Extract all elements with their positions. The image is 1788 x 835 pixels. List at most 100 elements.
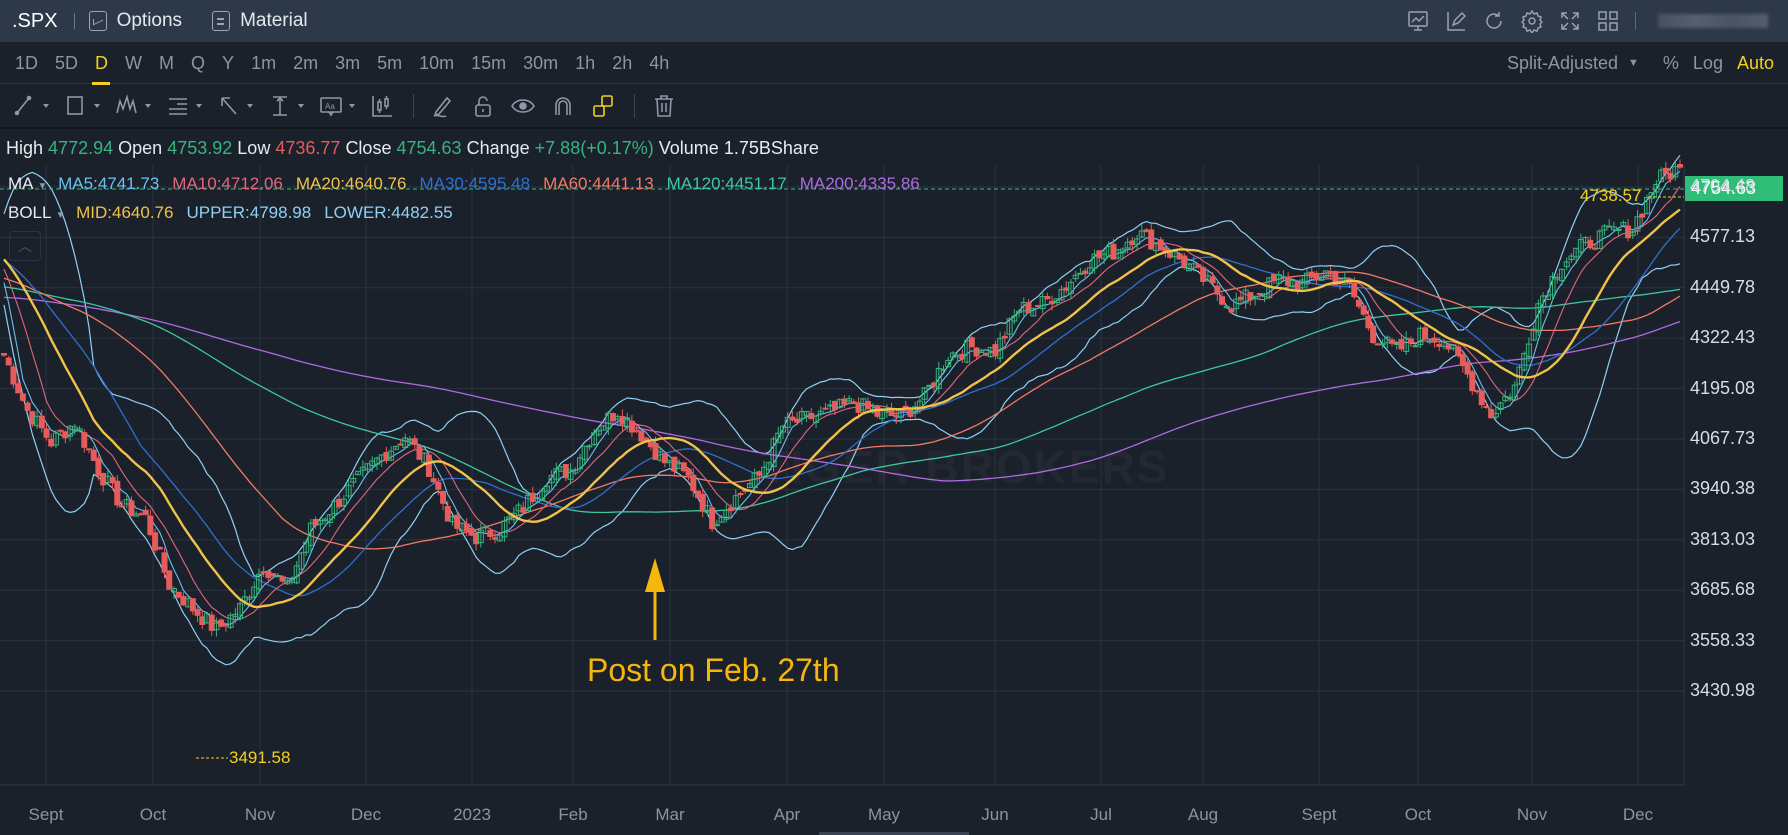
ma-value-6: MA200:4335.86 [799,174,920,193]
y-tick-label: 3685.68 [1690,579,1756,600]
refresh-icon[interactable] [1481,8,1507,34]
x-tick-label: Oct [139,805,167,824]
period-5m[interactable]: 5m [377,52,403,73]
magnet-toggle[interactable] [550,93,576,119]
period-y[interactable]: Y [222,52,235,73]
ma-legend: MA ▼ MA5:4741.73 MA10:4712.06 MA20:4640.76 M… [8,174,933,194]
period-m[interactable]: M [159,52,175,73]
low-value: 4736.77 [275,138,341,158]
pattern-icon [116,94,137,114]
open-value: 4753.92 [167,138,233,158]
boll-value-1: UPPER:4798.98 [186,203,312,222]
eye-icon [511,99,535,113]
ohlc-info: High 4772.94 Open 4753.92 Low 4736.77 Cl… [6,138,819,159]
monitor-chart-icon[interactable] [1405,8,1431,34]
x-tick-label: May [867,805,901,824]
current-price-tag: 4754.63 [1685,176,1783,201]
fibonacci-icon [169,98,187,115]
trend-line-tool[interactable] [12,93,49,119]
tab-options[interactable]: Options [88,10,182,32]
boll-legend: BOLL ▼ MID:4640.76 UPPER:4798.98 LOWER:4482… [8,203,466,223]
chevron-down-icon[interactable] [247,104,253,108]
settings-gear-icon[interactable] [1519,8,1545,34]
period-w[interactable]: W [125,52,143,73]
lock-toggle[interactable] [470,93,496,119]
period-2h[interactable]: 2h [612,52,633,73]
delete-drawings-button[interactable] [651,93,677,119]
pencil-icon [433,96,452,118]
auto-toggle[interactable]: Auto [1736,52,1774,73]
chevron-down-icon[interactable] [196,104,202,108]
chevron-down-icon[interactable] [298,104,304,108]
x-tick-label: Oct [1404,805,1432,824]
percent-toggle[interactable]: % [1662,52,1679,73]
candle-style-tool[interactable] [369,93,395,119]
pattern-tool[interactable] [114,93,151,119]
period-4h[interactable]: 4h [649,52,670,73]
x-tick-label: Dec [350,805,382,824]
fibonacci-tool[interactable] [165,93,202,119]
log-toggle[interactable]: Log [1692,52,1723,73]
price-range-tool[interactable] [267,93,304,119]
ma-value-1: MA10:4712.06 [172,174,283,193]
period-d[interactable]: D [86,42,116,85]
x-tick-label: 2023 [453,805,491,824]
unlock-icon [475,96,491,117]
y-tick-label: 4704.48 [1690,176,1756,196]
x-tick-label: Feb [558,805,588,824]
chevron-down-icon[interactable]: ▼ [37,181,48,192]
period-5d[interactable]: 5D [55,52,79,73]
candle-style-icon [372,96,392,117]
chevron-down-icon[interactable] [349,104,355,108]
grid-layout-icon[interactable] [1595,8,1621,34]
chevron-down-icon[interactable] [145,104,151,108]
period-1h[interactable]: 1h [575,52,596,73]
high-value: 4772.94 [48,138,114,158]
rectangle-tool[interactable] [63,93,100,119]
draw-edit-icon[interactable] [1443,8,1469,34]
magnet-icon [555,97,571,115]
boll-indicator-name[interactable]: BOLL [8,203,52,222]
divider [634,94,635,118]
period-3m[interactable]: 3m [335,52,361,73]
split-adjusted-dropdown[interactable]: Split-Adjusted [1506,52,1619,73]
boll-value-0: MID:4640.76 [76,203,174,222]
tab-material[interactable]: Material [212,10,308,32]
period-30m[interactable]: 30m [523,52,559,73]
arrow-tool[interactable] [216,93,253,119]
pencil-tool[interactable] [430,93,456,119]
ma-indicator-name[interactable]: MA [8,174,34,193]
period-10m[interactable]: 10m [419,52,455,73]
chevron-down-icon[interactable] [43,104,49,108]
chart-doc-icon [88,11,107,31]
text-note-tool[interactable]: Aa [318,93,355,119]
link-sync-icon [593,95,613,117]
account-info-blurred[interactable] [1658,14,1768,28]
fullscreen-icon[interactable] [1557,8,1583,34]
period-2m[interactable]: 2m [293,52,319,73]
open-label: Open [118,138,163,158]
price-range-icon [273,96,287,116]
chevron-down-icon[interactable] [94,104,100,108]
time-scrollbar[interactable] [819,832,969,835]
period-q[interactable]: Q [191,52,206,73]
period-1m[interactable]: 1m [251,52,277,73]
ma-value-4: MA60:4441.13 [543,174,654,193]
x-tick-label: Nov [1516,805,1548,824]
y-tick-label: 4322.43 [1690,327,1756,348]
chevron-down-icon[interactable]: ▼ [1628,57,1639,69]
period-low-marker: 3491.58 [229,748,291,767]
visibility-toggle[interactable] [510,93,536,119]
change-label: Change [466,138,530,158]
sync-drawings-toggle[interactable] [590,93,616,119]
period-1d[interactable]: 1D [15,52,39,73]
period-15m[interactable]: 15m [471,52,507,73]
collapse-legend-button[interactable]: ︿ [9,231,41,261]
svg-text:Aa: Aa [325,102,335,111]
volume-value: 1.75BShare [723,138,819,158]
ma-value-0: MA5:4741.73 [58,174,160,193]
chevron-down-icon[interactable]: ▼ [55,210,66,221]
arrow-icon [221,97,237,115]
volume-label: Volume [658,138,719,158]
